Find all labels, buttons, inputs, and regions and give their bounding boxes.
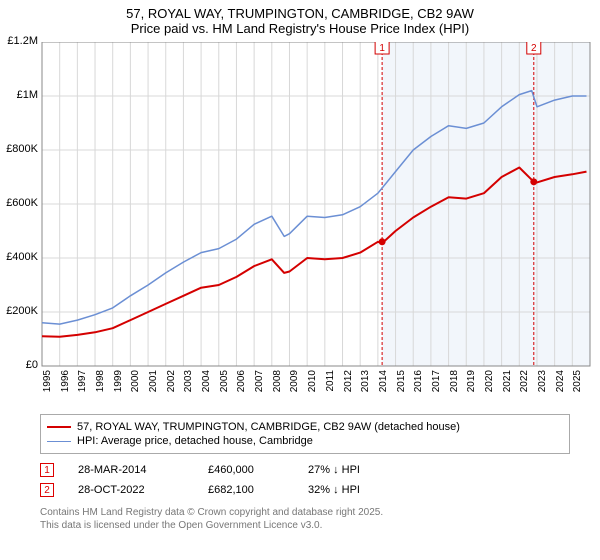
y-axis-tick-label: £1.2M: [0, 35, 38, 47]
x-axis-tick-label: 2004: [201, 370, 212, 398]
callout-table: 1 28-MAR-2014 £460,000 27% ↓ HPI 2 28-OC…: [40, 460, 408, 500]
callout-date: 28-OCT-2022: [78, 484, 208, 496]
x-axis-tick-label: 2022: [519, 370, 530, 398]
x-axis-tick-label: 2020: [484, 370, 495, 398]
x-axis-tick-label: 1998: [95, 370, 106, 398]
y-axis-tick-label: £400K: [0, 251, 38, 263]
callout-row: 1 28-MAR-2014 £460,000 27% ↓ HPI: [40, 460, 408, 480]
legend-row: HPI: Average price, detached house, Camb…: [47, 435, 563, 447]
x-axis-tick-label: 2019: [466, 370, 477, 398]
attribution-text: Contains HM Land Registry data © Crown c…: [40, 506, 383, 532]
x-axis-tick-label: 2005: [219, 370, 230, 398]
legend-label: HPI: Average price, detached house, Camb…: [77, 435, 313, 447]
x-axis-tick-label: 2003: [183, 370, 194, 398]
x-axis-tick-label: 1995: [42, 370, 53, 398]
x-axis-tick-label: 1997: [77, 370, 88, 398]
x-axis-tick-label: 2015: [396, 370, 407, 398]
x-axis-tick-label: 2001: [148, 370, 159, 398]
attribution-line-1: Contains HM Land Registry data © Crown c…: [40, 506, 383, 519]
x-axis-tick-label: 2024: [555, 370, 566, 398]
chart-area: 12 £0£200K£400K£600K£800K£1M£1.2M1995199…: [0, 42, 600, 402]
x-axis-tick-label: 1999: [113, 370, 124, 398]
y-axis-tick-label: £200K: [0, 305, 38, 317]
x-axis-tick-label: 1996: [60, 370, 71, 398]
x-axis-tick-label: 2011: [325, 370, 336, 398]
x-axis-tick-label: 2017: [431, 370, 442, 398]
callout-row: 2 28-OCT-2022 £682,100 32% ↓ HPI: [40, 480, 408, 500]
chart-title: 57, ROYAL WAY, TRUMPINGTON, CAMBRIDGE, C…: [0, 0, 600, 38]
x-axis-tick-label: 2012: [343, 370, 354, 398]
y-axis-tick-label: £600K: [0, 197, 38, 209]
y-axis-tick-label: £800K: [0, 143, 38, 155]
svg-text:2: 2: [531, 43, 537, 54]
callout-price: £682,100: [208, 484, 308, 496]
callout-index: 2: [40, 483, 54, 497]
x-axis-tick-label: 2007: [254, 370, 265, 398]
x-axis-tick-label: 2008: [272, 370, 283, 398]
x-axis-tick-label: 2018: [449, 370, 460, 398]
x-axis-tick-label: 2002: [166, 370, 177, 398]
x-axis-tick-label: 2010: [307, 370, 318, 398]
x-axis-tick-label: 2025: [572, 370, 583, 398]
callout-pct: 27% ↓ HPI: [308, 464, 408, 476]
legend-label: 57, ROYAL WAY, TRUMPINGTON, CAMBRIDGE, C…: [77, 421, 460, 433]
y-axis-tick-label: £1M: [0, 89, 38, 101]
callout-pct: 32% ↓ HPI: [308, 484, 408, 496]
x-axis-tick-label: 2013: [360, 370, 371, 398]
x-axis-tick-label: 2021: [502, 370, 513, 398]
x-axis-tick-label: 2009: [289, 370, 300, 398]
callout-date: 28-MAR-2014: [78, 464, 208, 476]
title-line-1: 57, ROYAL WAY, TRUMPINGTON, CAMBRIDGE, C…: [10, 6, 590, 21]
x-axis-tick-label: 2000: [130, 370, 141, 398]
y-axis-tick-label: £0: [0, 359, 38, 371]
x-axis-tick-label: 2016: [413, 370, 424, 398]
x-axis-tick-label: 2006: [236, 370, 247, 398]
attribution-line-2: This data is licensed under the Open Gov…: [40, 519, 383, 532]
x-axis-tick-label: 2014: [378, 370, 389, 398]
x-axis-tick-label: 2023: [537, 370, 548, 398]
legend-swatch: [47, 441, 71, 442]
title-line-2: Price paid vs. HM Land Registry's House …: [10, 21, 590, 36]
chart-legend: 57, ROYAL WAY, TRUMPINGTON, CAMBRIDGE, C…: [40, 414, 570, 454]
callout-price: £460,000: [208, 464, 308, 476]
line-chart-svg: 12: [0, 42, 600, 402]
legend-swatch: [47, 426, 71, 428]
legend-row: 57, ROYAL WAY, TRUMPINGTON, CAMBRIDGE, C…: [47, 421, 563, 433]
callout-index: 1: [40, 463, 54, 477]
svg-text:1: 1: [379, 43, 385, 54]
